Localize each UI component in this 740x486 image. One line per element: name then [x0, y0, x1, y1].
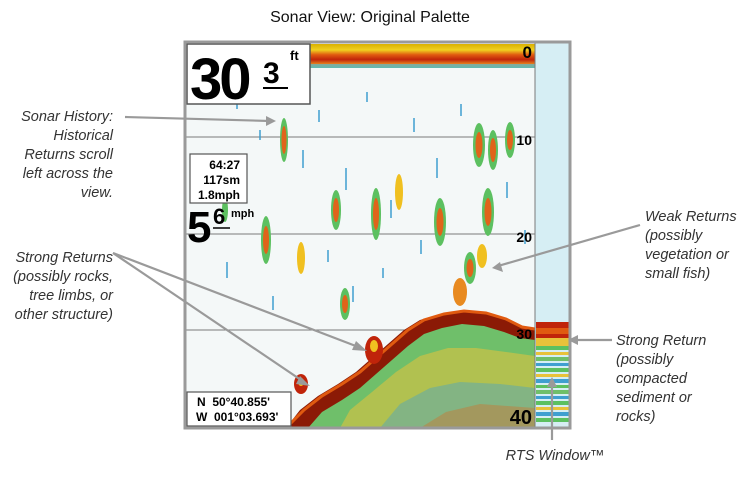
speed-unit: mph	[231, 208, 255, 220]
callout-pointers	[112, 115, 641, 440]
depth-decimal: 3	[263, 57, 280, 90]
callout-weak-returns: Weak Returns (possibly vegetation or sma…	[645, 209, 737, 282]
trip-distance: 117sm	[203, 173, 240, 187]
speed-decimal: 6	[213, 204, 225, 229]
speed-value: 5	[187, 203, 211, 252]
position-latitude: N 50°40.855'	[197, 395, 270, 409]
trip-speed: 1.8mph	[198, 188, 240, 202]
callout-strong-return: Strong Return (possibly compacted sedime…	[616, 333, 707, 425]
trip-time: 64:27	[209, 158, 240, 172]
position-box	[186, 391, 292, 427]
depth-label-0: 0	[523, 43, 532, 62]
depth-readout-box	[186, 43, 311, 105]
trip-info-box	[189, 153, 248, 204]
callout-sonar-history: Sonar History: Historical Returns scroll…	[21, 109, 113, 201]
position-longitude: W 001°03.693'	[196, 410, 279, 424]
depth-label-20: 20	[516, 229, 532, 245]
historical-returns	[222, 118, 515, 320]
page-title: Sonar View: Original Palette	[270, 9, 470, 26]
depth-value: 30	[190, 47, 249, 112]
depth-label-30: 30	[516, 326, 532, 342]
depth-unit: ft	[290, 48, 299, 63]
depth-label-10: 10	[516, 132, 532, 148]
callout-rts-window: RTS Window™	[505, 448, 605, 464]
depth-label-40: 40	[510, 407, 532, 429]
screen-frame	[183, 40, 572, 430]
callout-strong-returns: Strong Returns (possibly rocks, tree lim…	[13, 250, 113, 323]
